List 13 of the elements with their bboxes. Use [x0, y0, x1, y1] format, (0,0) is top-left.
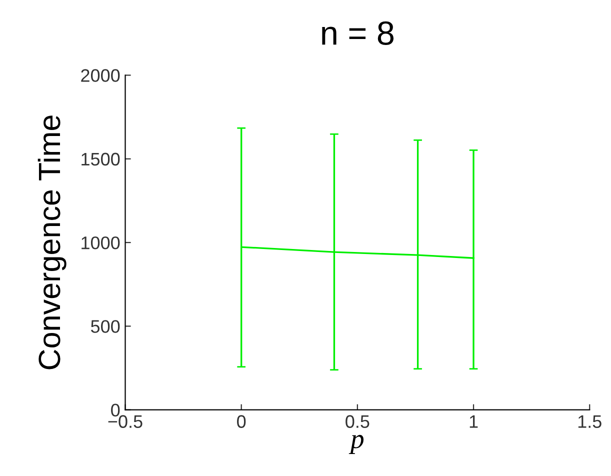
chart-title: n = 8	[322, 21, 394, 45]
x-tick-label: 0.5	[346, 415, 370, 428]
x-axis-title: p	[348, 434, 364, 454]
y-tick-label: 500	[90, 320, 120, 333]
x-tick-label: −0.5	[108, 415, 142, 428]
x-tick-label: 1	[470, 415, 478, 428]
y-tick-label: 0	[111, 404, 120, 417]
y-axis-title: Convergence Time	[38, 116, 66, 370]
y-tick-label: 1500	[82, 152, 120, 166]
x-tick-label: 0	[237, 415, 246, 428]
x-tick-label: 1.5	[578, 415, 602, 428]
y-tick-label: 1000	[82, 236, 120, 250]
y-tick-label: 2000	[81, 69, 120, 82]
